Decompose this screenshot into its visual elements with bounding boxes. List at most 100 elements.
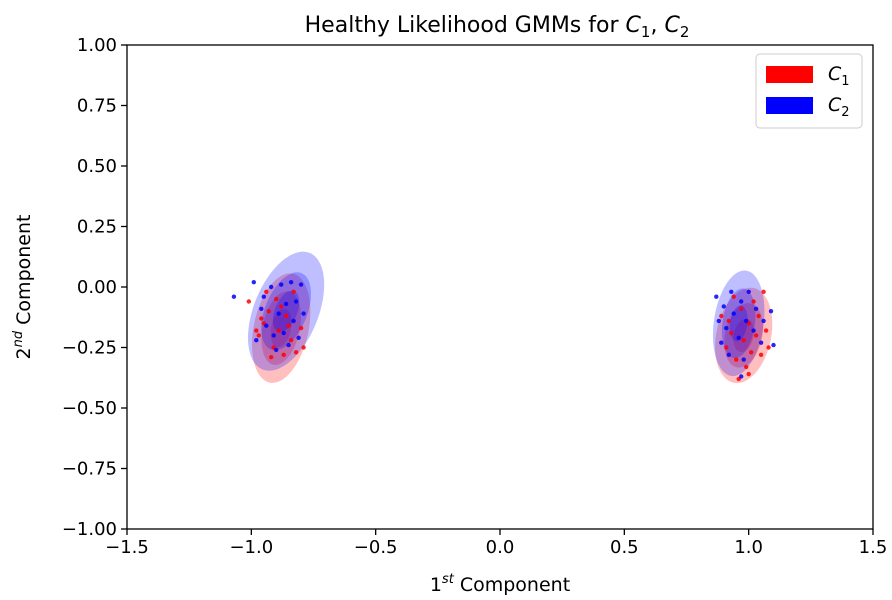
data-point-c1-8: [283, 313, 289, 319]
plot-area: [231, 251, 776, 384]
data-point-c1-21: [724, 345, 729, 350]
x-tick-label: 1.0: [734, 537, 763, 558]
data-point-c1-15: [259, 316, 264, 321]
data-point-c2-11: [286, 342, 291, 348]
data-point-c2-18: [274, 347, 279, 353]
y-axis-label: 2nd Component: [11, 215, 35, 360]
gmm-ellipse-c1-4: [724, 303, 764, 368]
data-point-c2-23: [721, 304, 726, 309]
chart-title-c2: C: [664, 13, 680, 38]
legend-label-c2-sub: 2: [841, 105, 849, 120]
data-point-c2-38: [771, 342, 776, 348]
data-point-c1-27: [744, 364, 749, 370]
data-point-c2-12: [288, 280, 294, 285]
legend-label-c2-base: C: [828, 94, 842, 116]
data-point-c1-16: [269, 355, 274, 360]
data-point-c1-34: [763, 328, 769, 333]
data-point-c1-37: [746, 371, 751, 377]
data-point-c2-5: [269, 284, 274, 290]
y-axis-label-base: 2: [13, 347, 35, 359]
y-axis-ticks: 1.00 0.75 0.50 0.25 0.00 −0.25 −0.50 −0.75 −1.00: [62, 35, 127, 540]
x-tick-label: −1.0: [229, 537, 273, 558]
data-point-c2-25: [726, 352, 731, 357]
chart-title-c1-sub: 1: [641, 23, 651, 41]
data-point-c1-31: [753, 333, 759, 338]
y-tick-label: 0.75: [77, 96, 117, 117]
y-tick-label: 0.00: [77, 277, 117, 298]
data-point-c2-30: [741, 357, 746, 362]
data-point-c1-35: [766, 345, 771, 350]
y-axis-label-rest: Component: [13, 215, 35, 331]
data-point-c2-20: [714, 294, 719, 299]
gmm-ellipse-c1-3: [715, 287, 773, 384]
data-point-c1-30: [751, 299, 756, 304]
data-point-c1-9: [288, 338, 294, 343]
chart-title-main: Healthy Likelihood GMMs for: [305, 13, 626, 38]
data-point-c2-21: [716, 318, 721, 324]
gmm-ellipse-c1-2: [270, 309, 292, 348]
data-point-c2-3: [259, 306, 264, 311]
data-point-c1-19: [254, 328, 259, 333]
data-point-c2-9: [281, 330, 286, 336]
data-point-c2-15: [296, 335, 301, 340]
gmm-ellipse-c2-1: [261, 272, 311, 351]
data-point-c1-20: [719, 313, 724, 319]
chart-title-c2-sub: 2: [680, 23, 690, 41]
data-point-c2-26: [729, 289, 734, 294]
data-point-c1-26: [741, 338, 746, 343]
data-point-c2-39: [739, 374, 744, 379]
data-point-c2-14: [293, 299, 299, 304]
data-point-c1-7: [281, 352, 286, 357]
gmm-ellipse-c2-0: [247, 251, 325, 371]
data-point-c2-19: [261, 294, 266, 299]
data-point-c1-12: [298, 325, 304, 331]
data-point-c2-34: [753, 306, 759, 311]
legend-label-c2: C2: [828, 94, 850, 120]
y-tick-label: −1.00: [62, 519, 117, 540]
data-point-c1-1: [256, 333, 261, 338]
y-tick-label: −0.25: [62, 338, 117, 359]
data-point-c2-13: [291, 318, 296, 324]
legend-swatch-c2: [766, 97, 813, 114]
data-point-c1-32: [756, 313, 761, 319]
data-point-c1-11: [293, 350, 299, 355]
data-point-c2-22: [719, 340, 724, 345]
data-point-c1-38: [726, 318, 731, 324]
data-point-c1-0: [246, 299, 251, 304]
data-point-c1-10: [291, 289, 296, 294]
x-axis-ticks: −1.5 −1.0 −0.5 0.0 0.5 1.0 1.5: [105, 529, 887, 558]
chart-title: Healthy Likelihood GMMs for C1, C2: [305, 13, 690, 41]
data-point-c1-14: [264, 289, 269, 294]
data-point-c1-39: [761, 289, 766, 294]
data-point-c2-35: [758, 340, 764, 345]
data-point-c2-27: [731, 311, 736, 316]
data-point-c2-1: [251, 280, 256, 285]
data-point-c1-22: [729, 330, 734, 336]
legend-label-c1-base: C: [828, 63, 842, 85]
data-point-c2-31: [744, 318, 749, 324]
data-point-c2-37: [768, 309, 774, 314]
data-point-c2-32: [746, 289, 751, 294]
data-point-c1-33: [758, 352, 764, 357]
legend-label-c1-sub: 1: [841, 74, 849, 89]
data-point-c2-6: [271, 333, 276, 338]
x-axis-label-base: 1: [430, 574, 442, 596]
data-point-c1-6: [276, 328, 281, 333]
data-point-c1-23: [734, 357, 739, 362]
data-point-c2-29: [739, 299, 744, 304]
gmm-ellipse-c1-5: [733, 318, 755, 353]
data-point-c2-0: [231, 294, 237, 299]
chart-title-c1: C: [626, 13, 642, 38]
x-tick-label: −1.5: [105, 537, 149, 558]
data-point-c2-10: [283, 301, 289, 307]
x-axis-label: 1st Component: [430, 572, 570, 596]
data-point-c2-2: [254, 338, 259, 343]
data-point-c2-28: [736, 335, 741, 340]
gmm-ellipse-c2-3: [712, 270, 765, 377]
legend: C1 C2: [755, 53, 863, 129]
x-tick-label: 0.0: [486, 537, 515, 558]
data-point-c2-8: [279, 282, 284, 287]
scatter-points: [231, 280, 776, 382]
y-tick-label: 1.00: [77, 35, 117, 56]
data-point-c1-36: [731, 294, 736, 299]
